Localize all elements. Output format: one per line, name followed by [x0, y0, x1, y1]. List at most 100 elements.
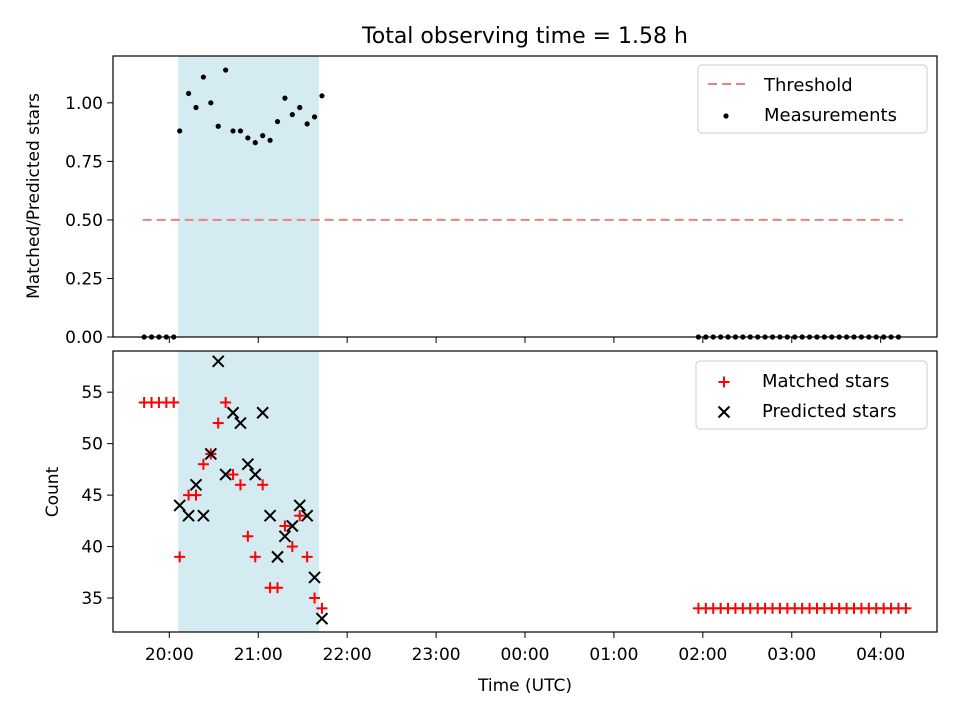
bottom-predicted-stars-point-b — [271, 550, 284, 564]
bottom-predicted-stars-point — [249, 468, 262, 481]
bottom-predicted-stars-point — [293, 499, 306, 512]
bottom-predicted-stars-point-b — [308, 571, 321, 584]
bottom-y-tick-label: 55 — [81, 383, 103, 403]
top-measurements-point — [208, 100, 214, 106]
bottom-matched-stars-point — [197, 458, 209, 470]
bottom-predicted-stars-point-b — [315, 612, 329, 625]
bottom-x-tick-label: 00:00 — [501, 645, 550, 665]
top-measurements-point — [223, 67, 229, 73]
bottom-predicted-stars-point — [189, 478, 203, 492]
bottom-predicted-stars-point-b — [249, 468, 262, 481]
x-axis-label: Time (UTC) — [477, 676, 572, 696]
bottom-matched-stars-point — [212, 417, 224, 429]
bottom-matched-stars-point — [309, 592, 321, 604]
bottom-predicted-stars-point — [308, 571, 321, 584]
top-measurements-point — [215, 123, 221, 129]
top-y-tick-label: 0.25 — [65, 269, 103, 289]
top-measurements-point — [252, 140, 258, 146]
top-y-tick-label: 1.00 — [65, 94, 103, 114]
top-measurements-point — [274, 118, 281, 125]
bottom-predicted-stars-point — [241, 458, 255, 471]
top-legend-label: Measurements — [764, 105, 897, 126]
bottom-matched-stars-point — [242, 530, 254, 542]
bottom-predicted-stars-point-b — [182, 509, 195, 522]
bottom-legend: Matched stars Predicted stars — [695, 360, 928, 430]
bottom-predicted-stars-point-b — [256, 406, 269, 419]
top-measurements-point — [230, 128, 236, 134]
bottom-legend-predicted-swatch-b — [717, 405, 731, 419]
top-measurements-point — [185, 90, 192, 97]
bottom-matched-stars-point — [227, 469, 239, 481]
bottom-predicted-stars-point-b — [263, 509, 277, 522]
top-legend-measurements-swatch — [723, 113, 729, 119]
top-y-axis-label: Matched/Predicted stars — [24, 93, 44, 299]
bottom-predicted-stars-point — [256, 406, 269, 419]
bottom-matched-stars-point — [168, 396, 180, 408]
bottom-predicted-stars-point-b — [286, 519, 299, 533]
top-y-tick-label: 0.00 — [65, 328, 103, 348]
bottom-legend-label: Matched stars — [762, 371, 889, 392]
bottom-predicted-stars-point — [300, 509, 314, 522]
bottom-predicted-stars-point-b — [234, 416, 247, 430]
bottom-predicted-stars-point-b — [189, 478, 203, 492]
top-observing-span — [178, 56, 319, 337]
bottom-predicted-stars-point — [271, 550, 284, 564]
bottom-x-tick-label: 02:00 — [678, 645, 727, 665]
bottom-matched-stars-point — [190, 489, 202, 501]
bottom-matched-stars-point — [257, 479, 269, 491]
bottom-predicted-stars-point-b — [226, 406, 240, 419]
bottom-matched-stars-point — [174, 551, 186, 563]
top-measurements-point — [282, 95, 288, 101]
top-measurements-point — [200, 74, 207, 80]
top-measurements-point — [237, 128, 244, 134]
bottom-plot-area: 35 40 45 50 55 20:00 21:00 22:00 23:00 00:00 01:00… — [81, 350, 938, 665]
bottom-x-tick-label: 01:00 — [589, 645, 638, 665]
top-measurements-point — [319, 93, 325, 99]
top-measurements-point — [311, 114, 318, 120]
bottom-matched-stars-point — [234, 479, 246, 491]
bottom-legend-label: Predicted stars — [762, 401, 896, 422]
bottom-matched-stars-point — [316, 602, 328, 614]
bottom-predicted-stars-point-b — [300, 509, 314, 522]
bottom-observing-span — [178, 351, 319, 632]
bottom-matched-stars-point — [220, 396, 232, 408]
bottom-matched-stars-point — [900, 602, 912, 614]
bottom-y-tick-label: 35 — [81, 589, 103, 609]
bottom-matched-stars-point — [249, 551, 261, 563]
top-legend: Threshold Measurements — [697, 64, 928, 134]
bottom-predicted-stars-point-b — [197, 509, 210, 522]
bottom-matched-stars-point — [294, 510, 306, 522]
bottom-predicted-stars-point — [219, 468, 232, 481]
top-legend-label: Threshold — [763, 75, 853, 96]
bottom-predicted-stars-point — [234, 416, 247, 430]
bottom-predicted-stars-point — [182, 509, 195, 522]
bottom-x-tick-label: 23:00 — [412, 645, 461, 665]
bottom-predicted-stars-point — [173, 499, 186, 512]
bottom-predicted-stars-point-b — [278, 530, 292, 543]
bottom-predicted-stars-point — [263, 509, 277, 522]
bottom-predicted-stars-point-b — [293, 499, 306, 512]
bottom-matched-stars-point — [272, 582, 284, 594]
bottom-matched-stars-point — [301, 551, 313, 563]
top-plot-area: 0.00 0.25 0.50 0.75 1.00 Threshold Measurement… — [65, 55, 938, 348]
bottom-x-tick-label: 22:00 — [323, 645, 372, 665]
bottom-matched-stars-point — [279, 520, 291, 532]
bottom-matched-stars-point — [286, 541, 298, 553]
top-plot-title: Total observing time = 1.58 h — [361, 24, 688, 49]
top-measurements-point — [289, 111, 295, 118]
top-measurements-point — [267, 137, 273, 143]
top-legend-box — [697, 64, 928, 134]
top-measurements-point — [260, 133, 266, 139]
bottom-x-tick-label: 20:00 — [145, 645, 194, 665]
bottom-predicted-stars-point-b — [241, 458, 255, 471]
bottom-predicted-stars-point — [278, 530, 292, 543]
bottom-y-axis-label: Count — [43, 466, 63, 517]
top-y-tick-label: 0.50 — [65, 211, 103, 231]
bottom-y-tick-label: 40 — [81, 538, 103, 558]
top-measurements-point — [177, 128, 183, 134]
top-measurements-point — [193, 104, 199, 111]
top-measurements-point — [297, 104, 303, 111]
bottom-predicted-stars-point-b — [212, 355, 225, 368]
bottom-y-tick-label: 50 — [81, 435, 103, 455]
